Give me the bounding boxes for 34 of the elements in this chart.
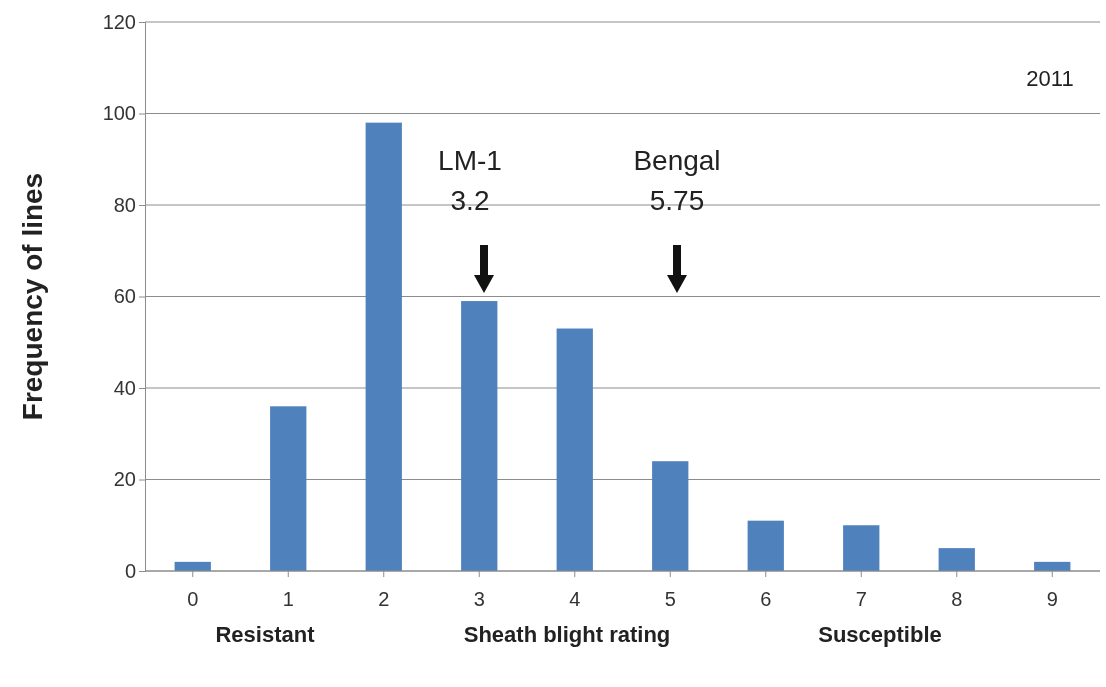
x-axis-title: Sheath blight rating <box>463 622 671 647</box>
x-tick-label: 8 <box>951 588 963 610</box>
annotation: LM-1 <box>438 145 502 176</box>
bar <box>938 548 975 571</box>
x-tick-label: 0 <box>187 588 199 610</box>
x-tick-label: 2 <box>378 588 390 610</box>
bar <box>652 461 689 571</box>
annotation: 3.2 <box>450 185 490 216</box>
y-tick-label: 120 <box>102 10 136 33</box>
y-tick-label: 60 <box>113 285 136 308</box>
bar <box>747 520 784 571</box>
annotation: 2011 <box>1026 66 1074 91</box>
x-tick-label: 5 <box>664 588 676 610</box>
y-tick-label: 20 <box>113 468 136 491</box>
x-tick-label: 4 <box>569 588 581 610</box>
x-tick-label: 9 <box>1046 588 1058 610</box>
y-tick-label: 0 <box>124 559 136 582</box>
y-tick-label: 40 <box>113 376 136 399</box>
text: Susceptible <box>818 622 942 647</box>
text: Resistant <box>215 622 316 647</box>
y-axis-title: Frequency of lines <box>17 172 48 421</box>
bar <box>365 122 402 571</box>
x-tick-label: 7 <box>855 588 867 610</box>
annotation: 5.75 <box>649 185 705 216</box>
annotation: Bengal <box>633 145 721 176</box>
bar <box>843 525 880 571</box>
y-tick-label: 100 <box>102 102 136 125</box>
bar <box>270 406 307 571</box>
x-tick-label: 6 <box>760 588 772 610</box>
bar <box>461 301 498 571</box>
y-tick-label: 80 <box>113 193 136 216</box>
bar <box>556 328 593 571</box>
x-tick-label: 1 <box>282 588 294 610</box>
x-tick-label: 3 <box>473 588 485 610</box>
